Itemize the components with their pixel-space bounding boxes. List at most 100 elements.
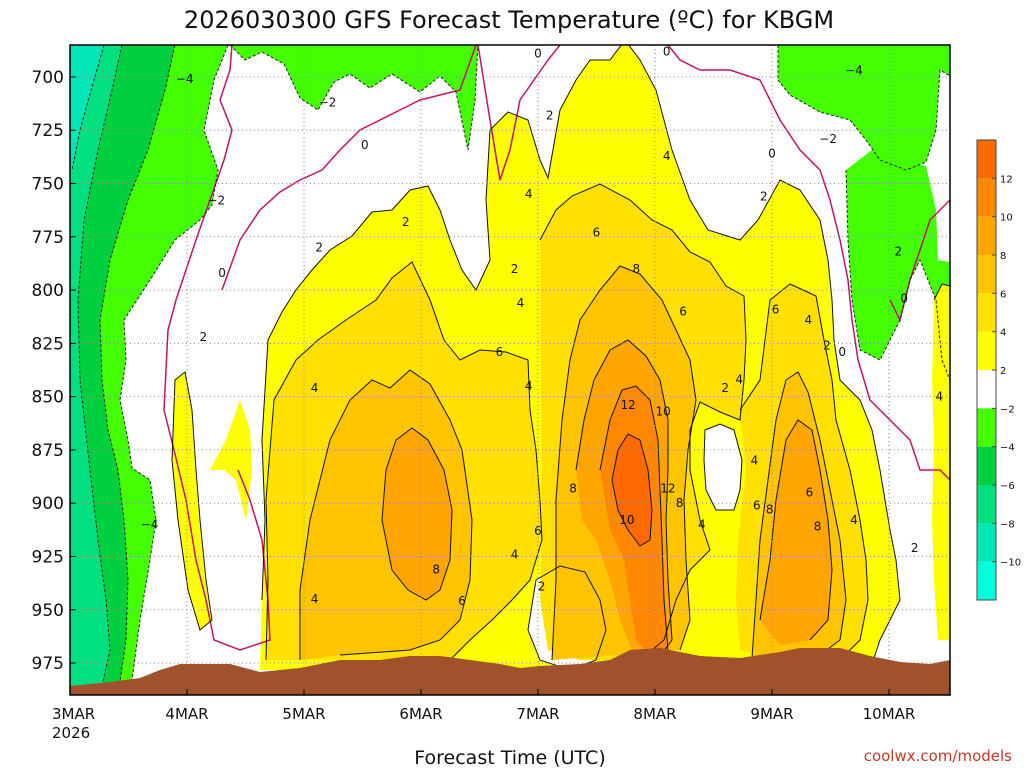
x-tick-label: 8MAR: [633, 705, 676, 723]
colorbar-swatch: [977, 331, 996, 370]
fill-white-pocket-1: [704, 424, 742, 510]
contour-label: 8: [432, 562, 440, 576]
contour-label: 4: [698, 518, 706, 532]
x-tick-label: 7MAR: [516, 705, 559, 723]
contour-label: 2: [546, 108, 554, 122]
contour-label: 0: [663, 44, 671, 58]
colorbar-label: 10: [1000, 213, 1013, 224]
contour-label: 6: [679, 304, 687, 318]
y-tick-label: 975: [32, 654, 64, 674]
x-tick-label: 10MAR: [863, 705, 916, 723]
colorbar-label: −4: [1000, 443, 1015, 454]
grid: [70, 45, 950, 695]
x-tick-label: 9MAR: [750, 705, 793, 723]
fill-minus-10: [70, 45, 104, 180]
colorbar-swatch: [977, 178, 996, 217]
colorbar: 12 10 8 6 4 2 −2 −4 −6 −8 −10: [976, 139, 1021, 601]
contour-label: 4: [311, 592, 319, 606]
colorbar-label: −6: [1000, 481, 1015, 492]
x-tick-label: 5MAR: [282, 705, 325, 723]
colorbar-label: −8: [1000, 519, 1015, 530]
contour-label: 4: [517, 296, 525, 310]
contour-label: 4: [850, 513, 858, 527]
contour-label: 2: [315, 240, 323, 254]
y-tick-label: 725: [32, 121, 64, 141]
contour-label: 2: [823, 338, 831, 352]
contour-label: 10: [656, 405, 671, 419]
contour-label: −4: [176, 72, 194, 86]
contour-label: 4: [525, 379, 533, 393]
contour-label: −2: [207, 194, 225, 208]
zero-degree-contours: [163, 45, 950, 651]
contour-label: 6: [772, 302, 780, 316]
colorbar-label: 8: [1000, 251, 1006, 262]
colorbar-label: 2: [1000, 366, 1006, 377]
contour-label: 0: [218, 266, 226, 280]
colorbar-swatch: [977, 485, 996, 524]
terrain: [70, 648, 950, 695]
contour-label: 4: [311, 381, 319, 395]
contour-label: 2: [538, 579, 546, 593]
y-tick-label: 750: [32, 175, 64, 195]
colorbar-label: −2: [1000, 404, 1015, 415]
colorbar-swatch: [977, 408, 996, 447]
contour-label: 2: [200, 330, 208, 344]
colorbar-swatch: [977, 216, 996, 255]
y-tick-label: 800: [32, 281, 64, 301]
contour-label: 6: [593, 226, 601, 240]
contour-label: 6: [496, 345, 504, 359]
contour-label: 8: [676, 496, 684, 510]
y-tick-label: 700: [32, 68, 64, 88]
contour-label: 2: [895, 245, 903, 259]
x-tick-label: 3MAR: [52, 705, 95, 723]
contour-label: 4: [935, 390, 943, 404]
colorbar-swatch: [977, 140, 996, 179]
contour-label: 8: [766, 503, 774, 517]
credit-text: coolwx.com/models: [864, 747, 1012, 765]
contour-label: 0: [900, 292, 908, 306]
contour-label: 8: [569, 481, 577, 495]
y-tick-label: 900: [32, 494, 64, 514]
contour-label: 2: [721, 381, 729, 395]
colorbar-swatch: [977, 523, 996, 562]
contour-label: 2: [402, 215, 410, 229]
contour-label: 4: [663, 149, 671, 163]
contour-label: 12: [620, 398, 635, 412]
x-tick-label: 4MAR: [165, 705, 208, 723]
contour-label: 12: [660, 481, 675, 495]
x-tick-label: 6MAR: [399, 705, 442, 723]
contour-label: 0: [838, 345, 846, 359]
plot-frame: [69, 44, 951, 696]
colorbar-swatch: [977, 370, 996, 409]
contour-label: 8: [814, 520, 822, 534]
y-tick-label: 850: [32, 388, 64, 408]
contour-label: 2: [760, 189, 768, 203]
contour-label: 6: [806, 486, 814, 500]
contour-label: 8: [632, 262, 640, 276]
fill-minus-6: [70, 45, 122, 695]
y-axis: 700 725 750 775 800 825 850 875 900 925 950 975: [32, 68, 76, 674]
y-tick-label: 925: [32, 547, 64, 567]
contour-label: 0: [361, 138, 369, 152]
colorbar-label: 6: [1000, 289, 1006, 300]
contour-label: −4: [141, 518, 159, 532]
y-tick-label: 825: [32, 334, 64, 354]
contour-label: −2: [319, 96, 337, 110]
y-tick-label: 950: [32, 601, 64, 621]
fill-minus-2: [70, 45, 478, 695]
contour-label: −2: [819, 132, 837, 146]
contour-label: 6: [753, 498, 761, 512]
colorbar-swatch: [977, 561, 996, 600]
colorbar-swatch: [977, 293, 996, 332]
y-tick-label: 775: [32, 228, 64, 248]
fill-right-cold: [846, 150, 950, 380]
colorbar-swatch: [977, 446, 996, 485]
contour-label: 2: [911, 541, 919, 555]
contour-label: 6: [534, 524, 542, 538]
colorbar-swatch: [977, 255, 996, 294]
fill-upper-right-cold: [778, 45, 950, 170]
chart-title: 2026030300 GFS Forecast Temperature (ºC)…: [184, 6, 834, 34]
